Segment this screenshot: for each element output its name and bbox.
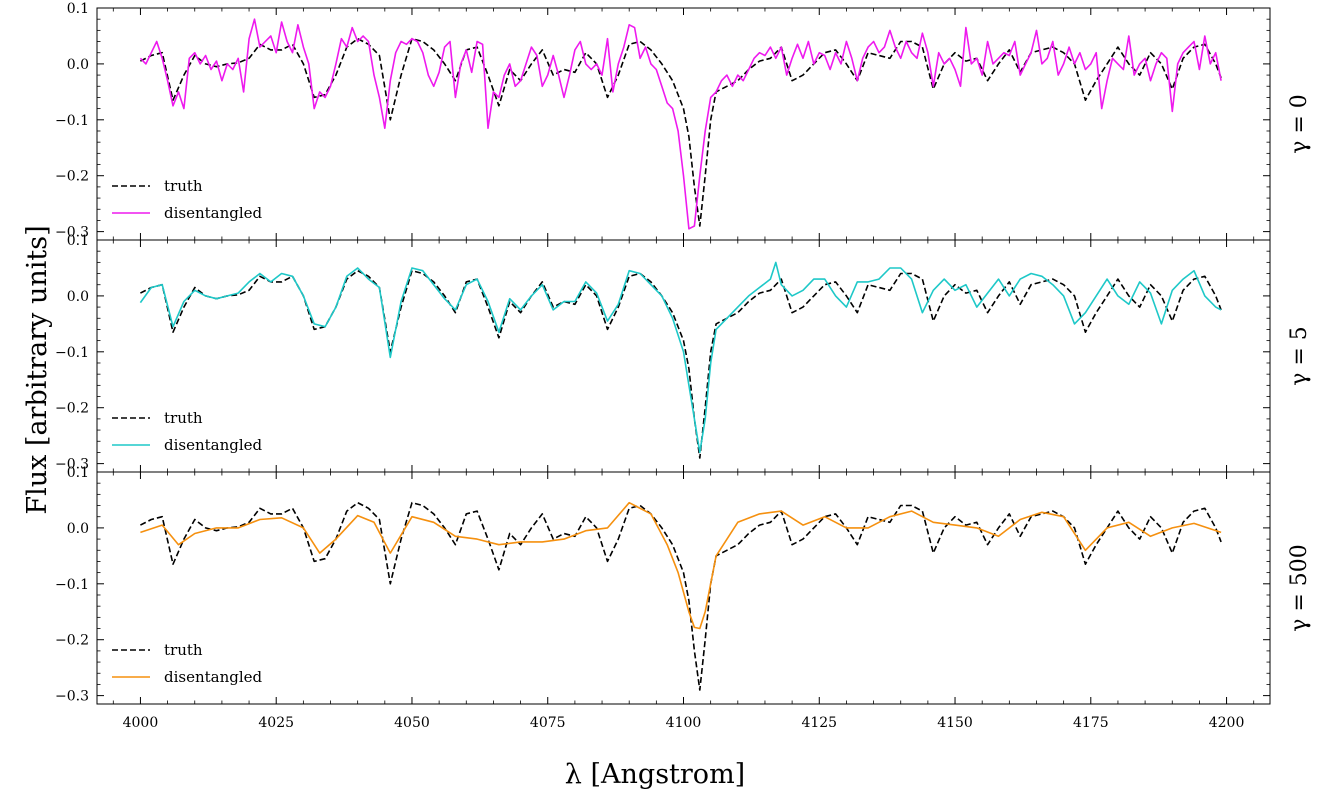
y-tick-label: −0.1 xyxy=(55,345,89,361)
panel-1: 0.1 0.0 −0.1 −0.2 −0.3 truth disentangled γ = 0 xyxy=(55,1,1312,241)
panel-frame xyxy=(96,471,1271,705)
x-tick-label: 4150 xyxy=(937,715,973,731)
truth-line xyxy=(140,269,1222,459)
disentangled-line xyxy=(139,18,1222,230)
panels-group: 0.1 0.0 −0.1 −0.2 −0.3 truth disentangled γ = 0… xyxy=(55,1,1312,731)
y-tick-label: −0.3 xyxy=(55,225,89,241)
panel-2: 0.1 0.0 −0.1 −0.2 −0.3 truth disentangled γ = 5 xyxy=(55,233,1312,473)
y-tick-label: −0.3 xyxy=(55,457,89,473)
y-tick-label: −0.2 xyxy=(55,401,89,417)
y-tick-label: 0.0 xyxy=(67,289,89,305)
legend-label-truth: truth xyxy=(164,177,203,195)
y-tick-label: −0.1 xyxy=(55,577,89,593)
legend-label-disentangled: disentangled xyxy=(164,668,263,686)
x-axis-label: λ [Angstrom] xyxy=(565,759,745,790)
y-tick-label: −0.2 xyxy=(55,633,89,649)
y-tick-label: 0.0 xyxy=(67,521,89,537)
x-tick-label: 4200 xyxy=(1209,715,1245,731)
legend-label-truth: truth xyxy=(164,641,203,659)
x-tick-label: 4025 xyxy=(258,715,294,731)
legend-label-disentangled: disentangled xyxy=(164,204,263,222)
y-tick-label: 0.0 xyxy=(67,57,89,73)
panel-gamma-label: γ = 500 xyxy=(1287,544,1312,632)
panel-3: 0.1 0.0 −0.1 −0.2 −0.3 4000 4025 4050 4075 4100 41… xyxy=(55,465,1312,731)
truth-line xyxy=(140,501,1222,691)
y-tick-label: −0.2 xyxy=(55,169,89,185)
truth-line xyxy=(140,37,1222,227)
x-tick-label: 4175 xyxy=(1073,715,1109,731)
x-tick-label: 4000 xyxy=(123,715,159,731)
y-axis-label: Flux [arbitrary units] xyxy=(22,225,53,514)
x-tick-label: 4100 xyxy=(666,715,702,731)
y-tick-label: 0.1 xyxy=(67,465,89,481)
x-tick-label: 4125 xyxy=(801,715,837,731)
y-tick-label: −0.1 xyxy=(55,113,89,129)
panel-gamma-label: γ = 0 xyxy=(1287,94,1312,154)
y-tick-label: 0.1 xyxy=(67,1,89,17)
disentangled-line xyxy=(139,261,1222,454)
x-tick-label: 4075 xyxy=(530,715,566,731)
legend-label-truth: truth xyxy=(164,409,203,427)
y-tick-label: 0.1 xyxy=(67,233,89,249)
legend-label-disentangled: disentangled xyxy=(164,436,263,454)
disentangled-line xyxy=(140,501,1222,630)
panel-gamma-label: γ = 5 xyxy=(1287,326,1312,386)
x-tick-label: 4050 xyxy=(394,715,430,731)
y-tick-label: −0.3 xyxy=(55,689,89,705)
